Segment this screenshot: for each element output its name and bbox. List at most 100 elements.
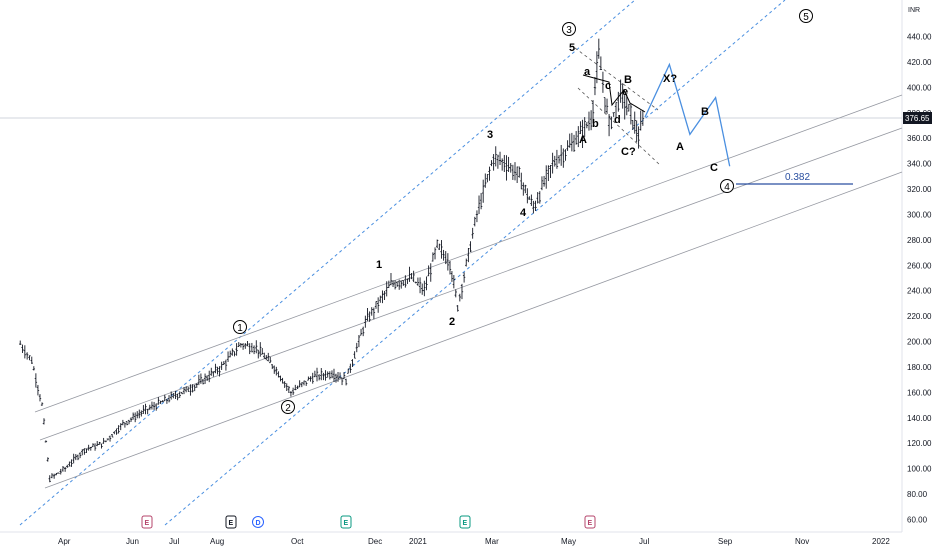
ohlc-bar bbox=[269, 356, 272, 364]
ohlc-bar bbox=[195, 383, 198, 388]
ohlc-bar bbox=[545, 165, 548, 189]
x-tick-label: Sep bbox=[718, 537, 733, 546]
ohlc-bar bbox=[347, 368, 350, 374]
ohlc-bar bbox=[78, 452, 82, 459]
ohlc-bar bbox=[28, 355, 31, 361]
triangle-upper bbox=[574, 47, 659, 111]
ohlc-bar bbox=[549, 164, 552, 179]
svg-text:2: 2 bbox=[285, 403, 291, 414]
ohlc-bar bbox=[140, 410, 143, 417]
x-tick-label: 2022 bbox=[872, 537, 890, 546]
svg-text:1: 1 bbox=[237, 323, 243, 334]
ohlc-bar bbox=[197, 374, 201, 386]
ohlc-bar bbox=[416, 277, 420, 286]
y-tick-label: 80.00 bbox=[907, 490, 928, 499]
ohlc-bar bbox=[275, 366, 278, 376]
ohlc-bar bbox=[414, 281, 417, 284]
ohlc-bar bbox=[291, 387, 295, 396]
ohlc-bar bbox=[76, 454, 80, 461]
ohlc-bar bbox=[366, 307, 369, 321]
ohlc-bar bbox=[562, 148, 565, 168]
svg-text:E: E bbox=[463, 520, 468, 527]
ohlc-bar bbox=[568, 133, 571, 148]
ohlc-bar bbox=[117, 425, 120, 434]
ohlc-bar bbox=[317, 374, 321, 381]
ohlc-bar bbox=[129, 417, 133, 422]
ohlc-bar bbox=[520, 172, 523, 190]
ohlc-bar bbox=[532, 200, 535, 214]
ohlc-bar bbox=[167, 395, 171, 403]
ohlc-bar bbox=[530, 194, 533, 206]
ohlc-bar bbox=[349, 363, 352, 373]
x-axis-ticks: Apr Jun Jul Aug Oct Dec 2021 Mar May Jul… bbox=[58, 537, 890, 546]
ohlc-bar bbox=[85, 448, 88, 453]
earnings-event-icon: E bbox=[584, 515, 596, 529]
gray-channel-3 bbox=[44, 171, 903, 489]
ohlc-bar bbox=[289, 391, 293, 397]
ohlc-bar bbox=[115, 428, 118, 435]
ohlc-bar bbox=[19, 340, 22, 345]
ohlc-bar bbox=[261, 348, 264, 355]
ohlc-bar bbox=[475, 210, 479, 223]
ohlc-bar bbox=[387, 280, 391, 288]
ohlc-bar bbox=[429, 263, 432, 282]
x-tick-label: Mar bbox=[485, 537, 499, 546]
ohlc-bar bbox=[557, 155, 561, 164]
ohlc-bar bbox=[199, 373, 203, 384]
wave-label-B: B bbox=[624, 74, 632, 86]
wave-label-d: d bbox=[614, 114, 621, 126]
ohlc-bar bbox=[467, 247, 470, 263]
ohlc-bar bbox=[555, 149, 559, 169]
ohlc-bar bbox=[328, 371, 332, 380]
y-tick-label: 320.00 bbox=[907, 185, 932, 194]
ohlc-bar bbox=[287, 385, 291, 393]
ohlc-bar bbox=[169, 391, 173, 400]
ohlc-bar bbox=[294, 384, 297, 391]
ohlc-bar bbox=[629, 104, 633, 125]
ohlc-bar bbox=[315, 367, 319, 382]
ohlc-bar bbox=[361, 326, 365, 337]
ohlc-bar bbox=[146, 408, 149, 415]
ohlc-bar bbox=[446, 253, 450, 271]
ohlc-bar bbox=[484, 173, 487, 188]
ohlc-bar bbox=[577, 126, 580, 148]
circled-label-1: 1 bbox=[233, 320, 247, 334]
ohlc-bar bbox=[55, 472, 58, 476]
ohlc-bar bbox=[241, 343, 245, 350]
wave-label-3: 3 bbox=[487, 129, 493, 141]
ohlc-bar bbox=[507, 156, 510, 172]
ohlc-bar bbox=[248, 343, 251, 355]
fib-label: 0.382 bbox=[785, 172, 810, 183]
ohlc-bar bbox=[351, 359, 354, 367]
ohlc-bar bbox=[302, 380, 306, 386]
ohlc-bar bbox=[136, 411, 139, 419]
ohlc-bar bbox=[30, 356, 33, 365]
triangle-lower bbox=[577, 87, 661, 166]
earnings-event-icon: E bbox=[141, 515, 153, 529]
ohlc-bar bbox=[106, 438, 110, 441]
ohlc-bar bbox=[38, 394, 42, 402]
x-tick-label: Jul bbox=[169, 537, 179, 546]
ohlc-bar bbox=[587, 111, 591, 131]
ohlc-bar bbox=[100, 443, 103, 449]
ohlc-bar bbox=[465, 258, 468, 267]
y-tick-label: 360.00 bbox=[907, 134, 932, 143]
ohlc-bar bbox=[320, 368, 323, 381]
ohlc-bar bbox=[34, 373, 38, 388]
ohlc-bar bbox=[277, 371, 280, 378]
ohlc-bar bbox=[511, 164, 515, 180]
wave-label-X: X? bbox=[663, 73, 677, 85]
ohlc-bar bbox=[214, 363, 217, 374]
ohlc-bar bbox=[267, 352, 270, 362]
ohlc-bar bbox=[180, 391, 184, 395]
ohlc-bar bbox=[496, 154, 500, 169]
wave-label-c: c bbox=[605, 80, 611, 92]
y-tick-label: 200.00 bbox=[907, 338, 932, 347]
ohlc-bar bbox=[210, 367, 213, 376]
ohlc-bar bbox=[547, 165, 550, 182]
wave-label-b: b bbox=[592, 118, 599, 130]
x-tick-label: 2021 bbox=[409, 537, 427, 546]
ohlc-bar bbox=[633, 111, 636, 134]
ohlc-bar bbox=[142, 405, 145, 414]
ohlc-bar bbox=[87, 444, 90, 451]
